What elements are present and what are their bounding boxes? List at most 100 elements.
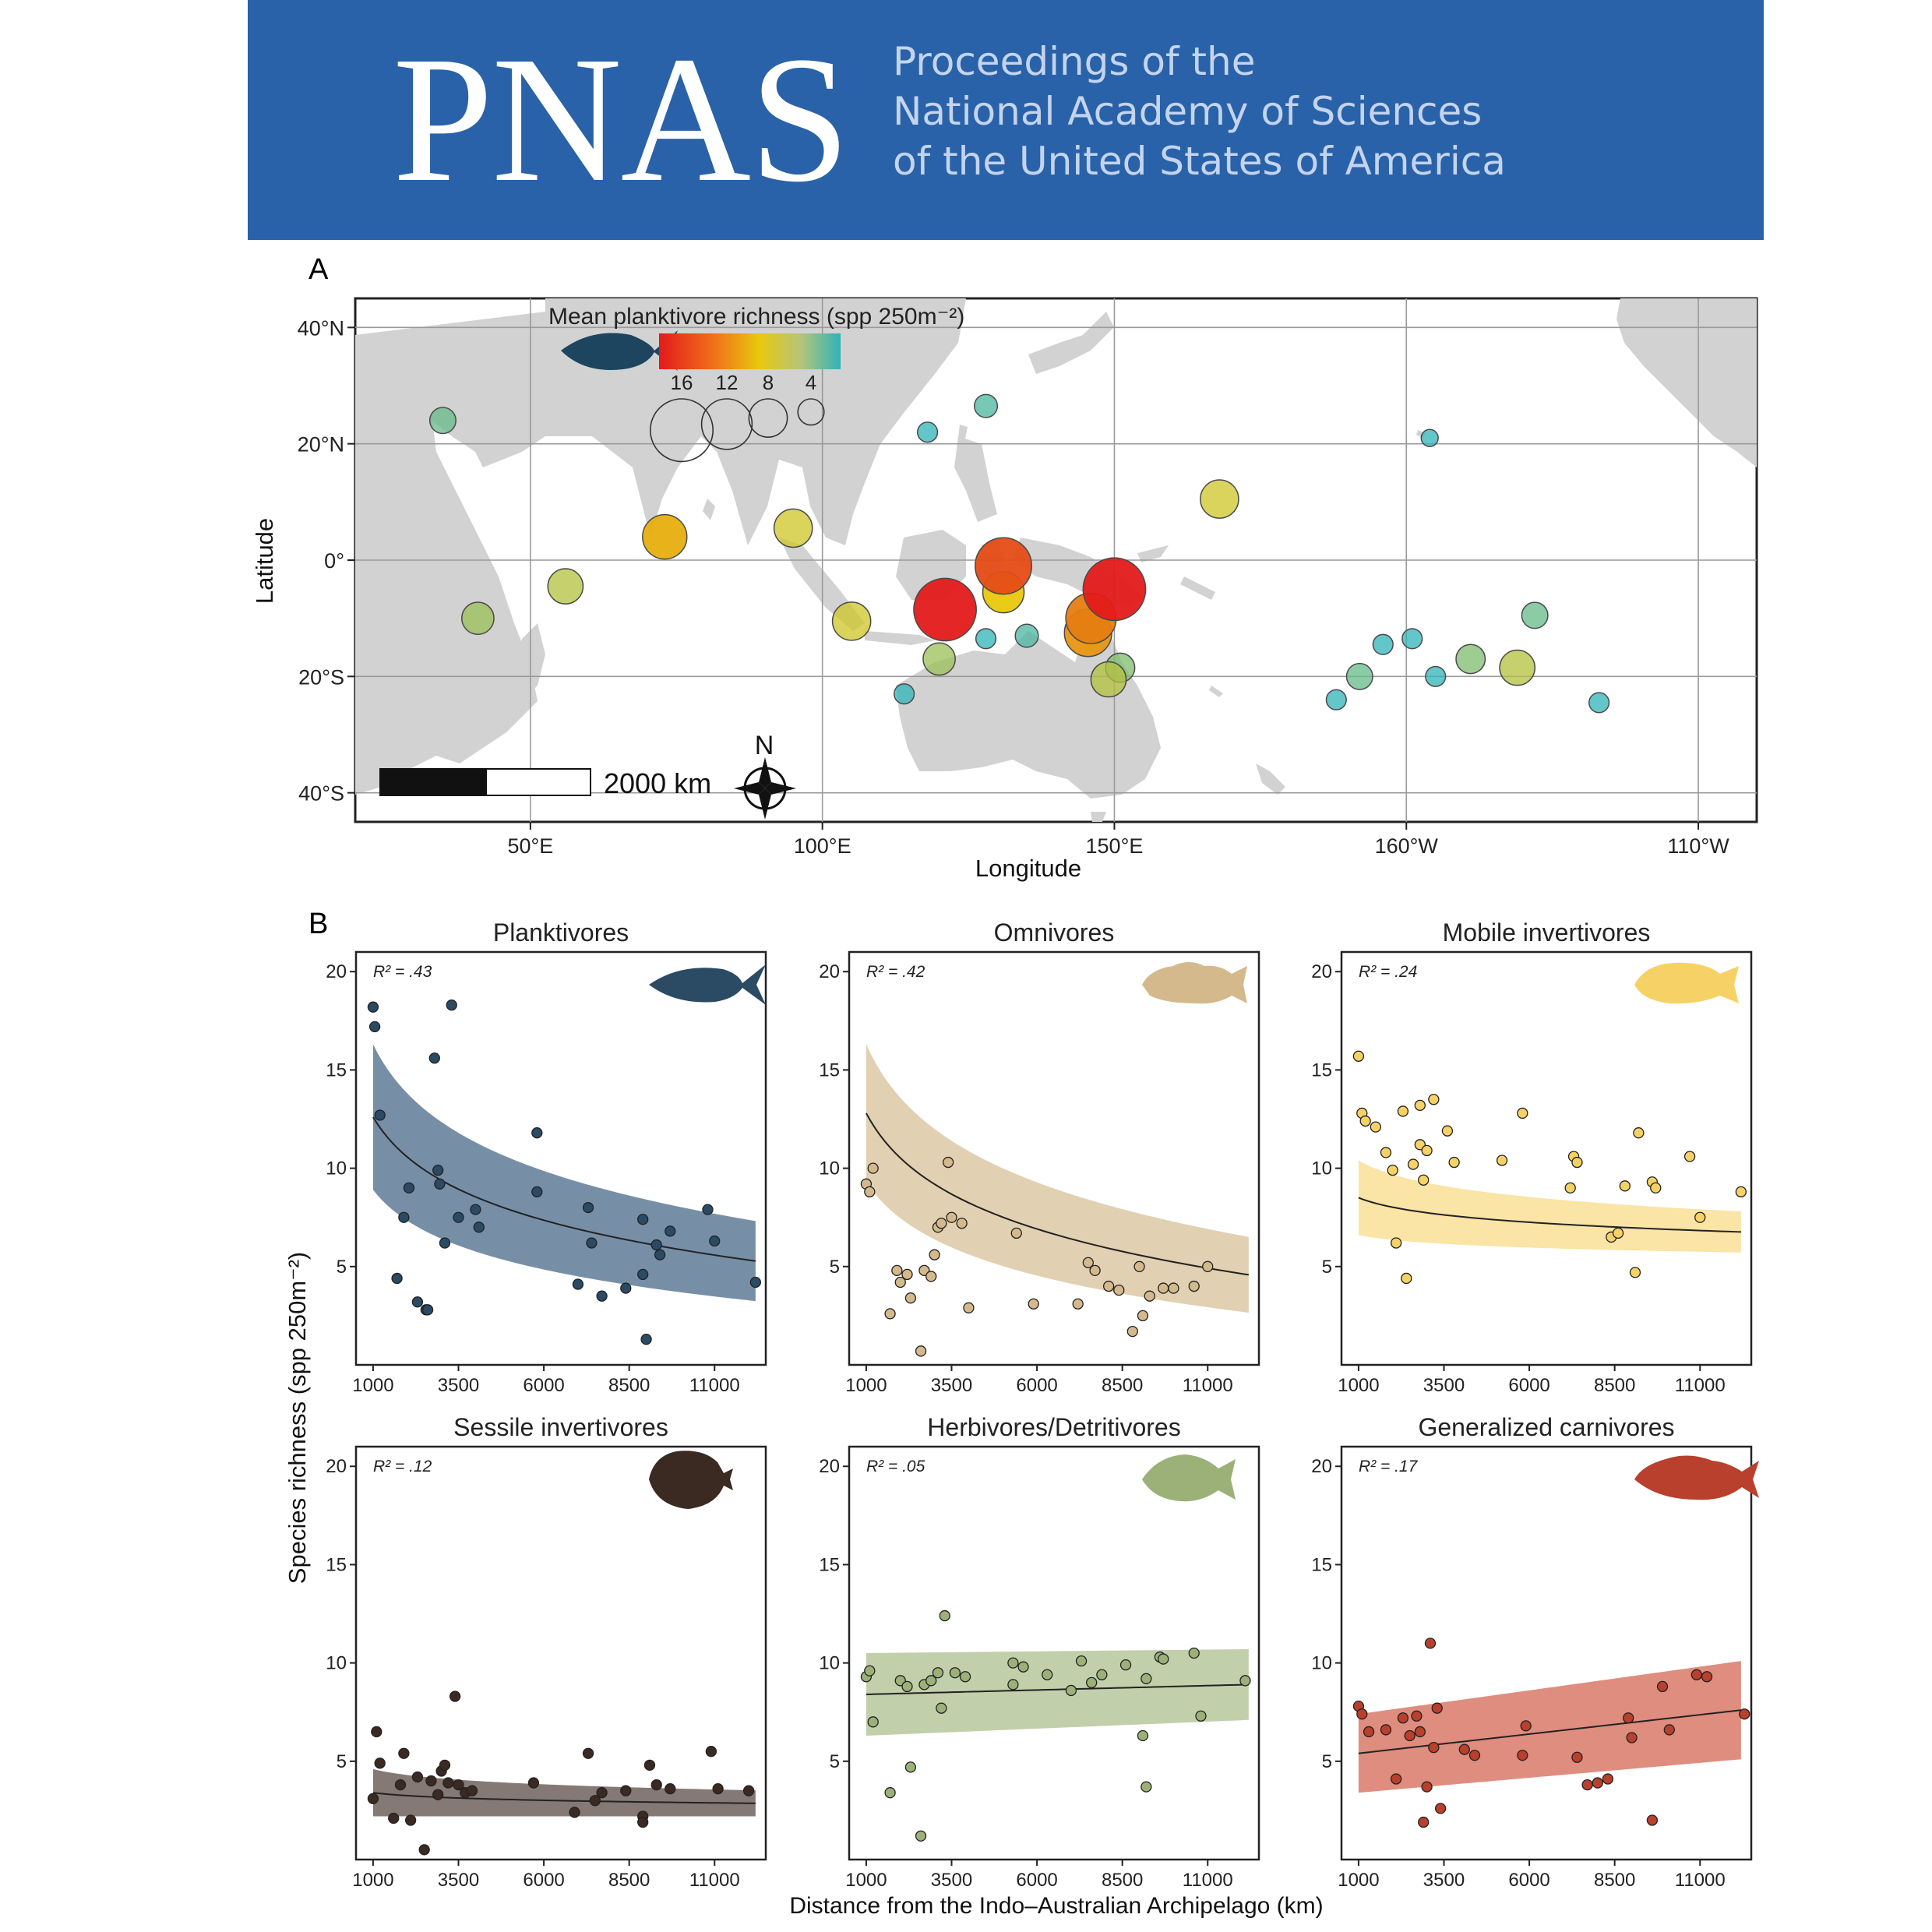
data-point: [411, 1296, 424, 1308]
data-point: [1359, 1115, 1371, 1127]
data-point: [915, 1345, 927, 1357]
data-point: [1401, 1272, 1412, 1285]
data-point: [1448, 1156, 1460, 1169]
data-point: [1458, 1743, 1470, 1755]
legend-size-label: 4: [806, 371, 816, 394]
australia: [896, 615, 1161, 799]
data-point: [432, 1789, 444, 1800]
x-tick-label: 6000: [1016, 1870, 1057, 1891]
confidence-band: [1358, 1661, 1741, 1793]
data-point: [446, 999, 457, 1011]
lat-tick-label: 0°: [324, 549, 344, 573]
java: [865, 631, 935, 645]
r-squared-label: R² = .43: [373, 963, 432, 981]
site-bubble: [975, 628, 997, 650]
y-tick-label: 20: [326, 961, 347, 982]
x-tick-label: 6000: [1016, 1375, 1057, 1396]
y-tick-label: 15: [819, 1554, 840, 1575]
data-point: [963, 1302, 975, 1313]
data-point: [527, 1777, 540, 1789]
x-tick-label: 6000: [523, 1375, 564, 1396]
site-bubble: [1425, 665, 1447, 687]
data-point: [1517, 1750, 1528, 1761]
site-bubble: [1090, 661, 1127, 698]
panel-b-x-axis-title: Distance from the Indo–Australian Archip…: [789, 1893, 1323, 1919]
data-point: [665, 1782, 676, 1795]
map-x-axis-title: Longitude: [975, 855, 1081, 882]
north-arrow-icon: N: [734, 731, 796, 820]
tasmania: [1091, 812, 1106, 822]
confidence-band: [372, 1044, 756, 1302]
data-point: [936, 1218, 947, 1229]
map-legend: Mean planktivore richness (spp 250m⁻²) 1…: [548, 304, 964, 463]
data-point: [1141, 1673, 1152, 1684]
data-point: [1010, 1227, 1022, 1239]
data-point: [1072, 1298, 1084, 1310]
x-tick-label: 8500: [1594, 1375, 1635, 1396]
panel-b-y-axis-title: Species richness (spp 250m⁻²): [284, 1252, 311, 1584]
data-point: [453, 1211, 464, 1223]
scatter-panels: Planktivores R² = .43 1000 3500 6000 8500 1100…: [326, 918, 1759, 1891]
panel-title: Sessile invertivores: [453, 1413, 668, 1441]
lat-tick-label: 40°S: [298, 782, 344, 806]
y-tick-label: 15: [326, 1059, 347, 1081]
legend-size-circle: [649, 398, 714, 463]
data-point: [1363, 1726, 1375, 1738]
data-point: [1629, 1267, 1641, 1278]
data-point: [1133, 1260, 1145, 1272]
data-point: [421, 1304, 434, 1316]
legend-size-key: 16 12 8 4: [649, 371, 825, 463]
site-bubble: [1588, 692, 1610, 714]
data-point: [411, 1771, 424, 1783]
y-tick-label: 5: [830, 1751, 840, 1772]
data-point: [1188, 1647, 1200, 1659]
madagascar: [514, 623, 545, 701]
data-point: [1352, 1050, 1365, 1062]
data-point: [929, 1249, 940, 1260]
data-point: [1113, 1284, 1125, 1296]
guild-fish-icon: [1142, 962, 1247, 1004]
site-bubble: [1521, 601, 1549, 629]
scatter-panel-6: Generalized carnivores R² = .17 1000 3500 60…: [1311, 1413, 1759, 1891]
data-point: [1520, 1720, 1532, 1732]
lon-tick-label: 50°E: [507, 834, 553, 858]
north-america: [1616, 298, 1757, 467]
data-point: [1007, 1679, 1019, 1690]
data-point: [1602, 1773, 1614, 1785]
panel-frame: [1340, 1445, 1753, 1861]
y-tick-label: 20: [1311, 1456, 1332, 1477]
data-point: [368, 1021, 381, 1033]
fit-line: [372, 1116, 756, 1262]
data-point: [702, 1204, 714, 1215]
data-point: [569, 1807, 580, 1818]
x-tick-label: 3500: [1423, 1375, 1465, 1396]
data-point: [1089, 1264, 1101, 1277]
data-point: [864, 1186, 876, 1198]
solomon-islands: [1180, 576, 1215, 600]
philippines: [954, 436, 997, 522]
data-point: [709, 1235, 721, 1247]
site-bubble: [1455, 643, 1486, 675]
scatter-panel-2: Omnivores R² = .42 1000 3500 6000 8500 11000 20…: [819, 918, 1260, 1396]
data-point: [925, 1675, 937, 1687]
data-point: [884, 1308, 896, 1320]
data-point: [956, 1218, 968, 1229]
x-tick-label: 11000: [1675, 1375, 1726, 1396]
data-point: [1102, 1280, 1115, 1292]
y-tick-label: 15: [326, 1554, 347, 1575]
y-tick-label: 5: [337, 1257, 347, 1278]
x-tick-label: 8500: [1594, 1870, 1635, 1891]
data-point: [1028, 1298, 1039, 1310]
data-point: [1735, 1186, 1747, 1198]
data-point: [1656, 1680, 1669, 1693]
legend-color-ramp: [659, 333, 841, 369]
data-point: [1387, 1164, 1398, 1176]
site-bubble: [1345, 662, 1373, 690]
legend-size-circle: [797, 398, 825, 426]
data-point: [425, 1775, 437, 1787]
data-point: [442, 1777, 454, 1789]
y-tick-label: 10: [819, 1158, 840, 1179]
data-point: [894, 1276, 906, 1289]
site-bubble: [1420, 428, 1439, 447]
r-squared-label: R² = .17: [1359, 1458, 1419, 1475]
